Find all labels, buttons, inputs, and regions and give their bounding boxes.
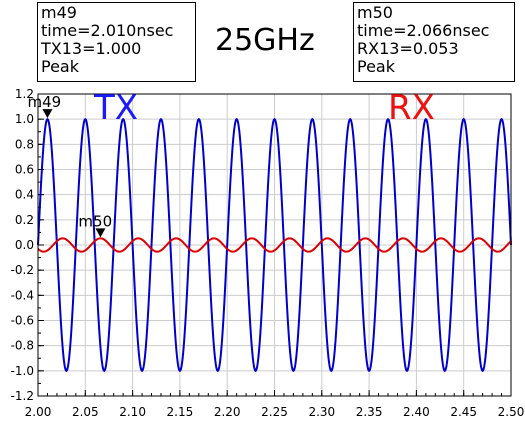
x-tick-label: 2.25: [261, 405, 288, 419]
y-tick-label: -0.2: [11, 263, 34, 277]
y-tick-label: 0.6: [15, 163, 34, 177]
marker-time: time=2.010nsec: [41, 21, 174, 40]
chart-title: 25GHz: [215, 23, 315, 58]
marker-id: m49: [41, 3, 77, 22]
x-tick-label: 2.15: [167, 405, 194, 419]
marker-value: TX13=1.000: [41, 39, 142, 58]
series-line-rx: [37, 237, 512, 253]
y-tick-label: -1.0: [11, 364, 34, 378]
series-line-tx: [37, 117, 512, 373]
y-tick-label: -0.8: [11, 339, 34, 353]
x-tick-label: 2.20: [214, 405, 241, 419]
marker-readout-m50: m50 time=2.066nsec RX13=0.053 Peak: [353, 2, 515, 82]
marker-id: m50: [357, 3, 393, 22]
marker-kind: Peak: [41, 57, 79, 76]
y-tick-label: 0.0: [15, 238, 34, 252]
marker-triangle-m50: [95, 228, 106, 238]
series-label-rx: RX: [388, 88, 435, 128]
plot-frame: [37, 93, 512, 397]
series-layer: [37, 117, 512, 373]
marker-value: RX13=0.053: [357, 39, 459, 58]
marker-time: time=2.066nsec: [357, 21, 490, 40]
y-tick-label: -0.6: [11, 314, 34, 328]
marker-triangle-m49: [42, 109, 53, 119]
marker-layer: m49 m50: [27, 93, 112, 238]
marker-label-m50: m50: [78, 212, 112, 230]
x-tick-label: 2.45: [450, 405, 477, 419]
y-tick-label: 1.0: [15, 112, 34, 126]
y-tick-label: 0.8: [15, 137, 34, 151]
y-tick-label: 1.2: [15, 87, 34, 101]
y-tick-label: 0.2: [15, 213, 34, 227]
y-tick-label: -0.4: [11, 288, 34, 302]
series-label-tx: TX: [93, 88, 138, 128]
x-tick-label: 2.00: [25, 405, 52, 419]
marker-readout-m49: m49 time=2.010nsec TX13=1.000 Peak: [37, 2, 196, 82]
x-tick-label: 2.10: [119, 405, 146, 419]
x-tick-label: 2.50: [498, 405, 525, 419]
y-tick-label: -1.2: [11, 389, 34, 403]
y-tick-label: 0.4: [15, 188, 34, 202]
grid-layer: [38, 94, 511, 396]
x-tick-label: 2.35: [356, 405, 383, 419]
x-tick-label: 2.30: [308, 405, 335, 419]
x-tick-label: 2.40: [403, 405, 430, 419]
marker-label-m49: m49: [27, 93, 61, 111]
marker-kind: Peak: [357, 57, 395, 76]
tick-labels: 2.00 2.05 2.10 2.15 2.20 2.25 2.30 2.35 2.40 2.45…: [11, 87, 525, 419]
x-tick-label: 2.05: [72, 405, 99, 419]
